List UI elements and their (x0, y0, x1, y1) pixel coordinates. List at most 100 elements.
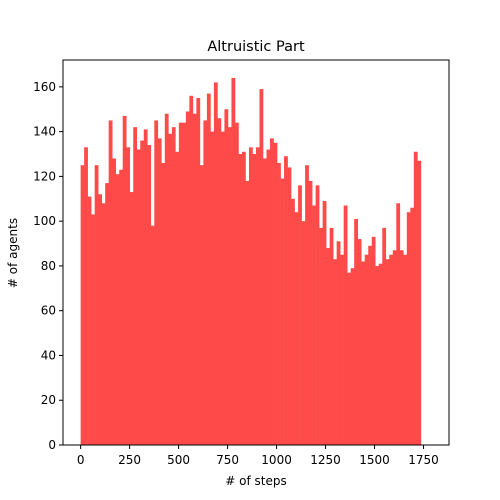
histogram-bar (185, 111, 190, 446)
x-tick-label: 0 (77, 453, 85, 467)
y-axis: 0 20 40 60 80 100 120 140 160 (33, 80, 63, 452)
histogram-bar (364, 254, 369, 445)
x-tick-label: 1500 (359, 453, 390, 467)
histogram-bar (87, 196, 92, 445)
histogram-bar (284, 156, 288, 445)
histogram-bar (206, 93, 211, 445)
histogram-bar (147, 145, 152, 445)
y-tick-label: 20 (41, 393, 56, 407)
histogram-bar (91, 214, 95, 445)
y-tick-label: 60 (41, 304, 56, 318)
bars-group (80, 77, 422, 446)
y-tick-label: 120 (33, 169, 56, 183)
y-axis-label: # of agents (6, 218, 20, 288)
x-tick-label: 500 (167, 453, 190, 467)
chart-title: Altruistic Part (207, 39, 305, 55)
histogram-bar (238, 154, 243, 445)
histogram-bar (291, 198, 295, 445)
histogram-bar (417, 160, 422, 445)
histogram-bar (224, 109, 229, 445)
histogram-bar (322, 201, 327, 445)
histogram-bar (199, 165, 204, 445)
histogram-bar (234, 122, 239, 446)
x-tick-label: 1250 (310, 453, 341, 467)
histogram-bar (203, 120, 208, 446)
histogram-bar (210, 131, 215, 445)
histogram-bar (312, 205, 316, 445)
x-tick-label: 1000 (261, 453, 292, 467)
histogram-bar (143, 129, 148, 446)
histogram-bar (245, 180, 250, 446)
histogram-bar (248, 147, 253, 445)
histogram-bar (385, 259, 390, 445)
histogram-bar (213, 82, 218, 445)
histogram-bar (368, 245, 373, 445)
histogram-bar (157, 138, 162, 445)
histogram-bar (101, 203, 106, 445)
histogram-bar (277, 162, 281, 445)
histogram-bar (294, 212, 299, 445)
histogram-bar (375, 265, 380, 445)
histogram-bar (126, 147, 131, 445)
histogram-bar (168, 133, 173, 445)
histogram-bar (80, 165, 85, 445)
histogram-bar (122, 115, 127, 446)
histogram-bar (298, 185, 302, 446)
histogram-bar (119, 169, 124, 445)
histogram-bar (112, 158, 117, 445)
histogram-bar (129, 192, 134, 445)
histogram-bar (175, 151, 180, 445)
histogram-bar (263, 158, 267, 445)
histogram-bar (410, 207, 415, 445)
histogram-bar (182, 122, 187, 446)
histogram-bar (301, 221, 306, 445)
histogram-bar (347, 272, 351, 445)
histogram-bar (333, 259, 337, 445)
histogram-bar (189, 95, 194, 445)
histogram-bar (154, 120, 159, 446)
histogram-bar (273, 142, 278, 445)
histogram-bar (164, 113, 169, 445)
histogram-bar (329, 227, 334, 445)
x-tick-label: 250 (118, 453, 141, 467)
histogram-bar (361, 261, 366, 445)
histogram-bar (192, 113, 197, 445)
histogram-bar (136, 149, 141, 445)
histogram-bar (371, 236, 376, 445)
histogram-bar (84, 147, 88, 445)
histogram-bar (326, 248, 330, 445)
y-tick-label: 160 (33, 80, 56, 94)
histogram-bar (94, 165, 99, 445)
histogram-bar (357, 239, 362, 445)
histogram-bar (171, 127, 176, 446)
histogram-bar (403, 254, 408, 445)
histogram-bar (305, 165, 309, 445)
histogram-bar (270, 138, 274, 445)
histogram-bar (389, 254, 394, 445)
histogram-bar (336, 241, 341, 445)
x-axis-label: # of steps (225, 474, 286, 488)
histogram-bar (133, 127, 138, 446)
histogram-bar (350, 268, 355, 445)
histogram-bar (406, 212, 411, 445)
histogram-bar (382, 227, 387, 445)
histogram-bar (178, 122, 183, 446)
histogram-bar (108, 120, 113, 446)
histogram-bar (241, 151, 246, 445)
histogram-bar (413, 151, 418, 445)
histogram-bar (399, 250, 404, 445)
histogram-bar (308, 180, 313, 446)
histogram-bar (252, 154, 257, 445)
y-tick-label: 0 (48, 438, 56, 452)
histogram-bar (98, 194, 102, 445)
histogram-bar (227, 127, 232, 446)
histogram-bar (140, 140, 145, 445)
histogram-bar (340, 254, 344, 445)
y-tick-label: 40 (41, 348, 56, 362)
histogram-bar (287, 167, 292, 445)
y-tick-label: 100 (33, 214, 56, 228)
histogram-bar (266, 149, 271, 445)
histogram-bar (231, 77, 236, 445)
histogram-bar (256, 147, 260, 445)
